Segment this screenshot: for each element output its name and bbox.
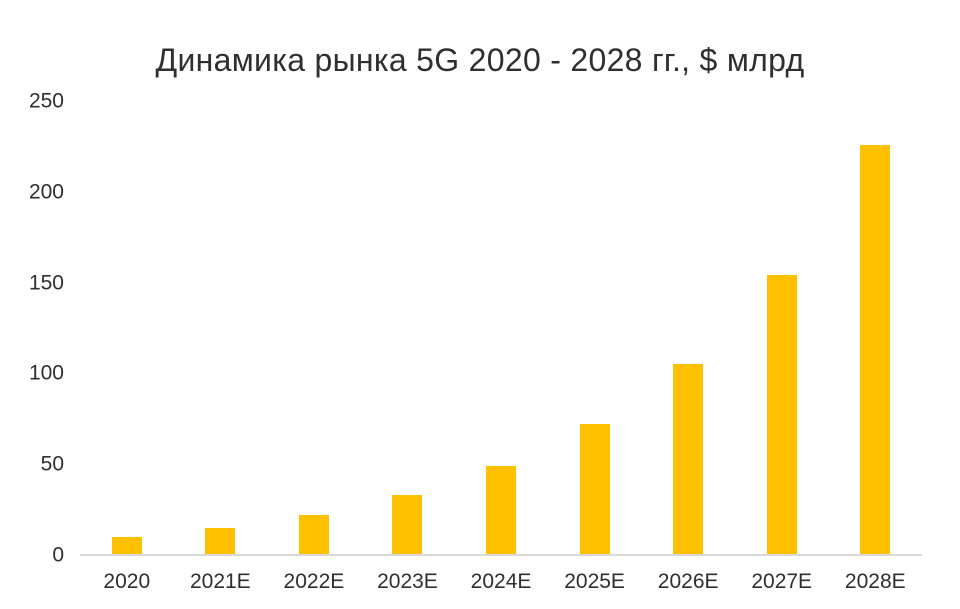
bar-2027E xyxy=(766,275,797,555)
y-tick-label-150: 150 xyxy=(28,271,64,295)
bar-slot-2028E xyxy=(829,101,923,555)
bars-group xyxy=(80,101,922,555)
bar-slot-2024E xyxy=(454,101,548,555)
x-tick-label-2026E: 2026E xyxy=(657,570,719,593)
x-tick-label-2027E: 2027E xyxy=(751,570,813,593)
y-tick-label-100: 100 xyxy=(28,361,64,385)
bar-2020 xyxy=(111,536,142,555)
bar-2023E xyxy=(392,495,423,555)
x-axis-line xyxy=(80,554,922,556)
y-tick-label-200: 200 xyxy=(28,180,64,204)
x-tick-label-2028E: 2028E xyxy=(844,570,906,593)
bar-slot-2025E xyxy=(548,101,642,555)
bar-slot-2020 xyxy=(80,101,174,555)
bar-2026E xyxy=(673,364,704,555)
plot-area xyxy=(80,101,922,555)
x-tick-label-2025E: 2025E xyxy=(564,570,625,593)
bar-2024E xyxy=(486,466,517,555)
bar-slot-2026E xyxy=(641,101,735,555)
x-tick-label-2023E: 2023E xyxy=(377,570,438,593)
bar-2025E xyxy=(579,424,610,555)
bar-slot-2022E xyxy=(267,101,361,555)
y-tick-label-0: 0 xyxy=(52,543,64,567)
bar-slot-2027E xyxy=(735,101,829,555)
x-tick-label-2022E: 2022E xyxy=(283,570,345,593)
chart-title: Динамика рынка 5G 2020 - 2028 гг., $ млр… xyxy=(155,42,805,78)
x-tick-label-2024E: 2024E xyxy=(470,570,532,593)
x-tick-label-2021E: 2021E xyxy=(189,570,251,593)
y-tick-label-250: 250 xyxy=(28,89,64,113)
bar-2021E xyxy=(205,527,236,555)
x-tick-label-2020: 2020 xyxy=(103,570,151,593)
bar-slot-2023E xyxy=(361,101,455,555)
y-tick-label-50: 50 xyxy=(40,452,64,476)
bar-2028E xyxy=(860,144,891,555)
bar-2022E xyxy=(298,515,329,555)
bar-slot-2021E xyxy=(174,101,268,555)
y-axis: 0 50 100 150 200 250 xyxy=(0,0,66,609)
x-axis-labels: 2020 2021E 2022E 2023E 2024E 2025E 2026E 2027E 2… xyxy=(80,569,922,594)
